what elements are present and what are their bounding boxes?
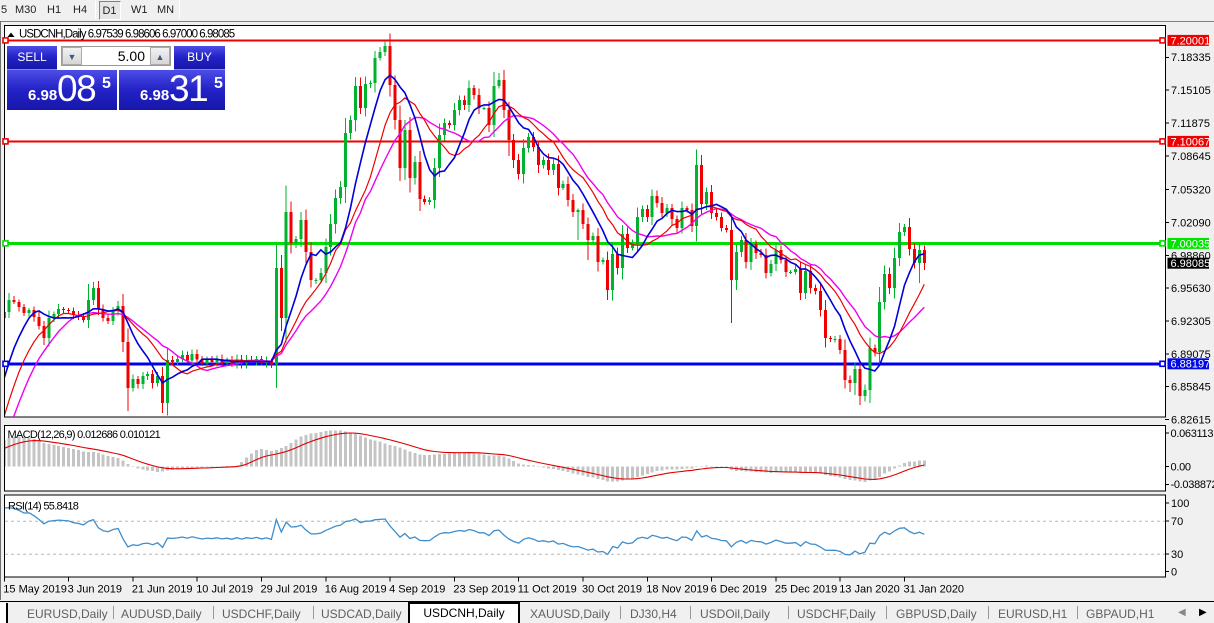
svg-text:16 Aug 2019: 16 Aug 2019 (325, 583, 387, 595)
svg-text:30: 30 (1171, 549, 1183, 561)
svg-text:100: 100 (1171, 498, 1189, 510)
svg-text:7.08645: 7.08645 (1171, 151, 1211, 163)
svg-text:13 Jan 2020: 13 Jan 2020 (839, 583, 900, 595)
svg-text:6.85845: 6.85845 (1171, 382, 1211, 394)
svg-text:7.11875: 7.11875 (1171, 118, 1210, 130)
svg-text:7.20001: 7.20001 (1171, 35, 1211, 47)
svg-text:6 Dec 2019: 6 Dec 2019 (711, 583, 767, 595)
svg-text:-0.038872: -0.038872 (1171, 479, 1214, 491)
svg-text:6.92305: 6.92305 (1171, 316, 1211, 328)
svg-text:11 Oct 2019: 11 Oct 2019 (518, 583, 577, 595)
svg-text:6.98860: 6.98860 (1171, 250, 1211, 262)
svg-text:USDCNH,Daily 6.97539 6.98606: USDCNH,Daily 6.97539 6.98606 6.97000 6.9… (19, 28, 235, 40)
svg-text:0.063113: 0.063113 (1171, 428, 1214, 440)
svg-text:10 Jul 2019: 10 Jul 2019 (196, 583, 253, 595)
svg-text:MACD(12,26,9) 0.012686 0.01012: MACD(12,26,9) 0.012686 0.010121 (8, 429, 161, 441)
svg-text:30 Oct 2019: 30 Oct 2019 (582, 583, 642, 595)
svg-text:70: 70 (1171, 516, 1183, 528)
svg-text:7.05320: 7.05320 (1171, 185, 1211, 197)
svg-text:6.89075: 6.89075 (1171, 349, 1211, 361)
svg-text:0.00: 0.00 (1171, 461, 1191, 473)
svg-text:6.98085: 6.98085 (1171, 258, 1211, 270)
svg-text:7.15105: 7.15105 (1171, 85, 1211, 97)
svg-text:6.88197: 6.88197 (1171, 359, 1211, 371)
svg-text:7.10067: 7.10067 (1171, 136, 1211, 148)
svg-text:7.18335: 7.18335 (1171, 52, 1211, 64)
svg-text:29 Jul 2019: 29 Jul 2019 (261, 583, 318, 595)
svg-text:18 Nov 2019: 18 Nov 2019 (646, 583, 708, 595)
svg-text:0: 0 (1171, 566, 1177, 578)
svg-text:6.95630: 6.95630 (1171, 283, 1211, 295)
svg-text:6.82615: 6.82615 (1171, 415, 1211, 427)
svg-text:25 Dec 2019: 25 Dec 2019 (775, 583, 837, 595)
svg-text:21 Jun 2019: 21 Jun 2019 (132, 583, 193, 595)
svg-text:RSI(14) 55.8418: RSI(14) 55.8418 (8, 501, 79, 513)
svg-text:23 Sep 2019: 23 Sep 2019 (453, 583, 515, 595)
svg-text:4 Sep 2019: 4 Sep 2019 (389, 583, 445, 595)
svg-text:3 Jun 2019: 3 Jun 2019 (68, 583, 122, 595)
svg-text:15 May 2019: 15 May 2019 (3, 583, 67, 595)
svg-text:7.02090: 7.02090 (1171, 217, 1211, 229)
svg-text:31 Jan 2020: 31 Jan 2020 (904, 583, 965, 595)
svg-text:7.00035: 7.00035 (1171, 238, 1211, 250)
